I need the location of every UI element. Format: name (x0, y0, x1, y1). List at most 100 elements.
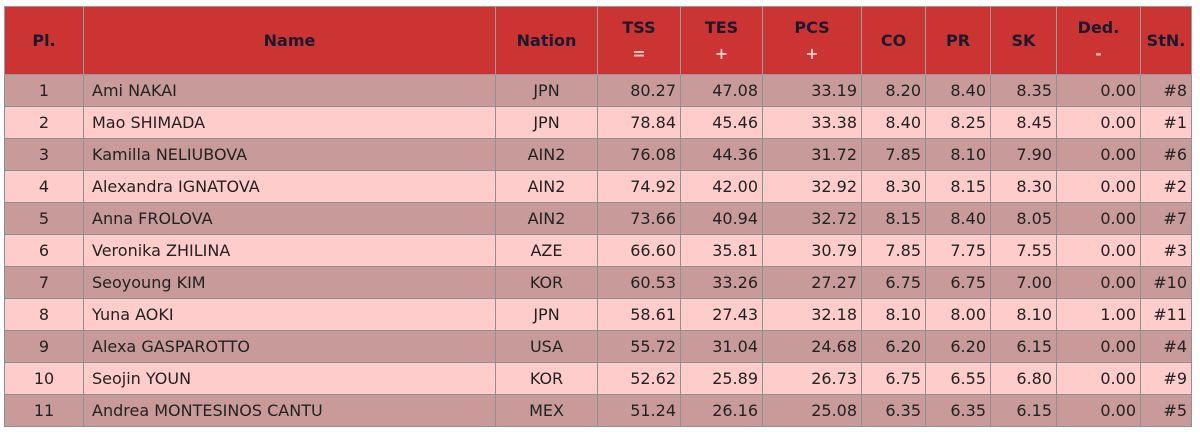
cell: 8.30 (990, 170, 1057, 203)
cell: 8.45 (990, 106, 1057, 139)
cell: #5 (1140, 394, 1192, 427)
cell: 9 (4, 330, 84, 363)
cell: 7.75 (925, 234, 991, 267)
header-label: Ded. (1077, 17, 1120, 37)
cell: 8.35 (990, 74, 1057, 107)
cell: 0.00 (1056, 106, 1141, 139)
cell: 26.16 (680, 394, 763, 427)
cell: 2 (4, 106, 84, 139)
header-cell: PCS + (762, 6, 862, 75)
cell: 76.08 (597, 138, 681, 171)
cell: Ami NAKAI (83, 74, 496, 107)
cell: Veronika ZHILINA (83, 234, 496, 267)
result-row: 3 Kamilla NELIUBOVA AIN2 76.08 44.36 31.72 7.8… (4, 138, 1192, 171)
cell: #2 (1140, 170, 1192, 203)
cell: Andrea MONTESINOS CANTU (83, 394, 496, 427)
cell: Yuna AOKI (83, 298, 496, 331)
cell: 47.08 (680, 74, 763, 107)
cell: 30.79 (762, 234, 862, 267)
cell: 8.30 (861, 170, 926, 203)
cell: 0.00 (1056, 74, 1141, 107)
result-row: 9 Alexa GASPAROTTO USA 55.72 31.04 24.68 6.20 6… (4, 330, 1192, 363)
cell: 11 (4, 394, 84, 427)
cell: 0.00 (1056, 330, 1141, 363)
cell: Alexa GASPAROTTO (83, 330, 496, 363)
cell: KOR (495, 362, 598, 395)
cell: JPN (495, 298, 598, 331)
header-sign: - (1095, 43, 1102, 63)
cell: #10 (1140, 266, 1192, 299)
result-row: 11 Andrea MONTESINOS CANTU MEX 51.24 26.16 25… (4, 394, 1192, 427)
cell: 7.85 (861, 138, 926, 171)
cell: 44.36 (680, 138, 763, 171)
cell: 8.10 (990, 298, 1057, 331)
header-cell: Ded. - (1056, 6, 1141, 75)
cell: USA (495, 330, 598, 363)
result-row: 6 Veronika ZHILINA AZE 66.60 35.81 30.79 7.85 7… (4, 234, 1192, 267)
cell: 8.25 (925, 106, 991, 139)
cell: 32.92 (762, 170, 862, 203)
result-row: 1 Ami NAKAI JPN 80.27 47.08 33.19 8.20 8.40 8.35… (4, 74, 1192, 107)
cell: #7 (1140, 202, 1192, 235)
header-label: Nation (516, 30, 577, 50)
cell: 0.00 (1056, 362, 1141, 395)
cell: 8.05 (990, 202, 1057, 235)
header-sign: + (805, 43, 819, 63)
cell: 8.15 (925, 170, 991, 203)
cell: 6.80 (990, 362, 1057, 395)
result-row: 4 Alexandra IGNATOVA AIN2 74.92 42.00 32.92 8.… (4, 170, 1192, 203)
cell: 78.84 (597, 106, 681, 139)
cell: #1 (1140, 106, 1192, 139)
cell: 74.92 (597, 170, 681, 203)
cell: 6.75 (861, 266, 926, 299)
cell: 6 (4, 234, 84, 267)
cell: Mao SHIMADA (83, 106, 496, 139)
header-label: CO (880, 30, 907, 50)
cell: 7.55 (990, 234, 1057, 267)
header-cell: PR (925, 6, 991, 75)
cell: 52.62 (597, 362, 681, 395)
header-label: Name (263, 30, 316, 50)
header-label: StN. (1146, 30, 1186, 50)
header-label: PCS (794, 17, 830, 37)
header-label: PR (945, 30, 971, 50)
cell: 6.20 (925, 330, 991, 363)
cell: 4 (4, 170, 84, 203)
cell: 8.40 (861, 106, 926, 139)
header-label: Pl. (32, 30, 56, 50)
header-cell: TSS = (597, 6, 681, 75)
cell: 25.89 (680, 362, 763, 395)
cell: 42.00 (680, 170, 763, 203)
cell: 8 (4, 298, 84, 331)
cell: Seoyoung KIM (83, 266, 496, 299)
cell: 58.61 (597, 298, 681, 331)
cell: #9 (1140, 362, 1192, 395)
results-table: Pl. Name Nation TSS = TES + PCS + CO PR SK Ded. - StN.… (4, 6, 1192, 427)
cell: 45.46 (680, 106, 763, 139)
cell: 6.75 (925, 266, 991, 299)
cell: 8.20 (861, 74, 926, 107)
header-cell: Pl. (4, 6, 84, 75)
cell: 35.81 (680, 234, 763, 267)
cell: JPN (495, 106, 598, 139)
cell: 51.24 (597, 394, 681, 427)
cell: KOR (495, 266, 598, 299)
cell: 33.38 (762, 106, 862, 139)
cell: 66.60 (597, 234, 681, 267)
cell: 55.72 (597, 330, 681, 363)
cell: 31.04 (680, 330, 763, 363)
cell: 27.43 (680, 298, 763, 331)
cell: Anna FROLOVA (83, 202, 496, 235)
results-container: Pl. Name Nation TSS = TES + PCS + CO PR SK Ded. - StN.… (4, 6, 1192, 427)
cell: 6.20 (861, 330, 926, 363)
cell: 60.53 (597, 266, 681, 299)
cell: Alexandra IGNATOVA (83, 170, 496, 203)
cell: 8.40 (925, 202, 991, 235)
header-row: Pl. Name Nation TSS = TES + PCS + CO PR SK Ded. - StN. (4, 6, 1192, 75)
cell: Seojin YOUN (83, 362, 496, 395)
cell: 7.90 (990, 138, 1057, 171)
cell: 27.27 (762, 266, 862, 299)
header-cell: StN. (1140, 6, 1192, 75)
cell: 0.00 (1056, 394, 1141, 427)
